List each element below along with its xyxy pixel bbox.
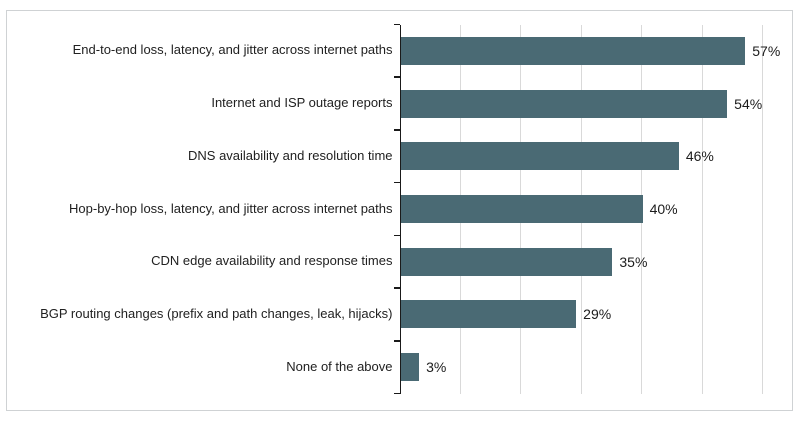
bar-29-percent[interactable] (401, 300, 577, 329)
y-axis-tick (393, 287, 400, 289)
y-axis-tick (393, 76, 400, 78)
value-label: 40% (649, 200, 678, 217)
bar-46-percent[interactable] (401, 142, 679, 171)
value-label: 29% (583, 306, 612, 323)
category-label: Internet and ISP outage reports (211, 95, 393, 111)
value-label: 3% (426, 359, 447, 376)
bar-54-percent[interactable] (401, 89, 728, 118)
bar-40-percent[interactable] (401, 195, 643, 223)
value-label: 46% (685, 148, 714, 165)
category-label: DNS availability and resolution time (188, 147, 393, 163)
gridline-50-percent (701, 24, 703, 394)
bar-35-percent[interactable] (401, 247, 613, 276)
y-axis-tick (393, 129, 400, 131)
y-axis-tick (393, 392, 400, 395)
bar-3-percent[interactable] (401, 353, 420, 382)
value-label: 35% (619, 253, 648, 270)
y-axis-tick (393, 234, 400, 237)
chart-frame: End-to-end loss, latency, and jitter acr… (6, 10, 793, 411)
value-label: 54% (734, 95, 763, 112)
category-label: Hop-by-hop loss, latency, and jitter acr… (69, 200, 393, 216)
y-axis-tick (393, 23, 400, 26)
category-label: None of the above (286, 358, 393, 374)
value-label: 57% (752, 42, 781, 59)
category-label: End-to-end loss, latency, and jitter acr… (72, 42, 393, 58)
gridline-60-percent (761, 24, 763, 394)
y-axis-line (399, 24, 401, 394)
y-axis-tick (393, 340, 400, 342)
bar-57-percent[interactable] (401, 36, 746, 65)
category-label: BGP routing changes (prefix and path cha… (40, 305, 393, 321)
y-axis-tick (393, 181, 400, 184)
category-label: CDN edge availability and response times (151, 253, 393, 269)
